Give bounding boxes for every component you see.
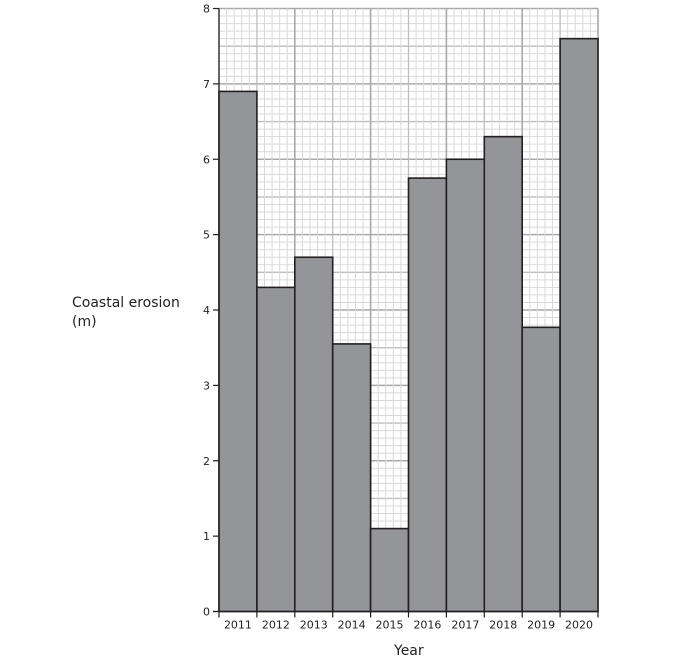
bar-2015 <box>369 527 410 613</box>
x-tick-label: 2014 <box>338 619 366 632</box>
bar-2013 <box>293 256 334 613</box>
bar-2018 <box>483 135 523 613</box>
y-tick-label: 6 <box>203 153 210 166</box>
x-tick-label: 2015 <box>376 619 404 632</box>
bars <box>218 37 599 613</box>
y-tick-label: 1 <box>203 530 210 543</box>
y-tick-label: 0 <box>203 606 210 619</box>
x-tick-label: 2019 <box>527 619 555 632</box>
bar-2020 <box>559 37 599 613</box>
bar-2014 <box>331 343 372 613</box>
x-tick-labels: 2011 2012 2013 2014 2015 2016 2017 2018 2019 2020 <box>224 619 593 632</box>
bar-2016 <box>407 177 448 613</box>
bar-2012 <box>256 286 296 613</box>
x-tick-label: 2013 <box>300 619 328 632</box>
x-tick-label: 2011 <box>224 619 252 632</box>
bar-2017 <box>445 158 486 613</box>
axes <box>213 7 599 618</box>
x-tick-label: 2020 <box>565 619 593 632</box>
x-tick-label: 2016 <box>413 619 441 632</box>
x-axis-label: Year <box>394 643 424 659</box>
y-tick-label: 5 <box>203 229 210 242</box>
bar-2011 <box>218 90 258 613</box>
x-tick-label: 2018 <box>489 619 517 632</box>
y-tick-label: 4 <box>203 304 210 317</box>
y-tick-labels: 0 1 2 3 4 5 6 7 8 <box>203 3 210 619</box>
y-axis-label: Coastal erosion (m) <box>72 294 180 332</box>
y-tick-label: 8 <box>203 3 210 16</box>
x-tick-label: 2017 <box>451 619 479 632</box>
y-axis-label-line2: (m) <box>72 314 97 330</box>
y-tick-label: 3 <box>203 379 210 392</box>
y-axis-label-line1: Coastal erosion <box>72 295 180 311</box>
y-tick-label: 2 <box>203 455 210 468</box>
y-tick-label: 7 <box>203 78 210 91</box>
bar-2019 <box>521 326 561 613</box>
x-tick-label: 2012 <box>262 619 290 632</box>
